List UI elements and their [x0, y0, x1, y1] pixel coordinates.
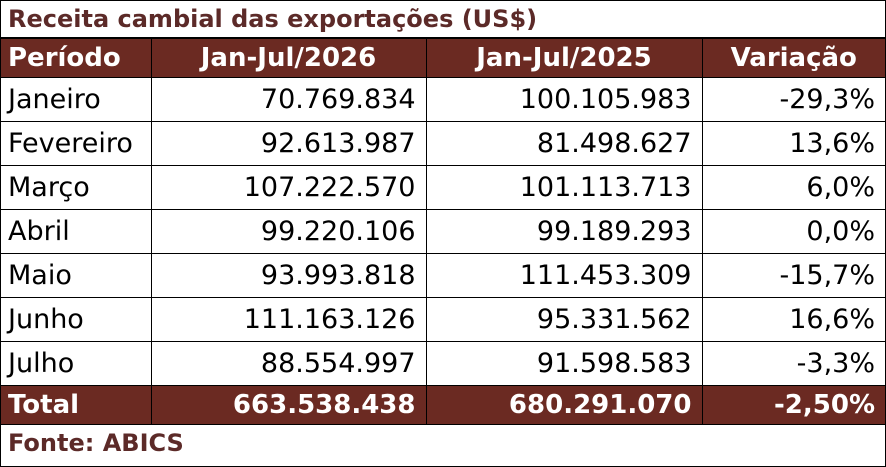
export-revenue-table: Período Jan-Jul/2026 Jan-Jul/2025 Variaç…: [1, 38, 885, 425]
table-title: Receita cambial das exportações (US$): [1, 1, 885, 38]
table-row: Maio 93.993.818 111.453.309 -15,7%: [1, 253, 885, 298]
table-body: Janeiro 70.769.834 100.105.983 -29,3% Fe…: [1, 77, 885, 386]
cell-period: Maio: [1, 253, 152, 298]
table-row: Julho 88.554.997 91.598.583 -3,3%: [1, 341, 885, 386]
cell-2026: 70.769.834: [150, 77, 427, 122]
source-note: Fonte: ABICS: [8, 429, 184, 457]
cell-variation: 13,6%: [701, 121, 885, 166]
cell-period: Março: [1, 165, 152, 210]
table-footer: Total 663.538.438 680.291.070 -2,50%: [1, 385, 885, 425]
table-row: Junho 111.163.126 95.331.562 16,6%: [1, 297, 885, 342]
total-label: Total: [1, 385, 152, 425]
cell-variation: 16,6%: [701, 297, 885, 342]
cell-2025: 101.113.713: [425, 165, 703, 210]
cell-2026: 99.220.106: [150, 209, 427, 254]
total-2025: 680.291.070: [425, 385, 703, 425]
header-2026: Jan-Jul/2026: [150, 38, 427, 78]
header-2025: Jan-Jul/2025: [425, 38, 703, 78]
cell-2026: 111.163.126: [150, 297, 427, 342]
cell-period: Junho: [1, 297, 152, 342]
cell-2025: 95.331.562: [425, 297, 703, 342]
total-row: Total 663.538.438 680.291.070 -2,50%: [1, 385, 885, 425]
cell-2026: 88.554.997: [150, 341, 427, 386]
header-variation: Variação: [701, 38, 885, 78]
cell-variation: -15,7%: [701, 253, 885, 298]
cell-2025: 99.189.293: [425, 209, 703, 254]
table-header: Período Jan-Jul/2026 Jan-Jul/2025 Variaç…: [1, 38, 885, 78]
cell-2025: 100.105.983: [425, 77, 703, 122]
cell-period: Abril: [1, 209, 152, 254]
total-variation: -2,50%: [701, 385, 885, 425]
cell-variation: 0,0%: [701, 209, 885, 254]
header-row: Período Jan-Jul/2026 Jan-Jul/2025 Variaç…: [1, 38, 885, 78]
cell-period: Julho: [1, 341, 152, 386]
table-row: Abril 99.220.106 99.189.293 0,0%: [1, 209, 885, 254]
cell-variation: -29,3%: [701, 77, 885, 122]
total-2026: 663.538.438: [150, 385, 427, 425]
cell-2025: 91.598.583: [425, 341, 703, 386]
cell-2025: 111.453.309: [425, 253, 703, 298]
table-row: Março 107.222.570 101.113.713 6,0%: [1, 165, 885, 210]
cell-2026: 93.993.818: [150, 253, 427, 298]
table-row: Janeiro 70.769.834 100.105.983 -29,3%: [1, 77, 885, 122]
cell-period: Janeiro: [1, 77, 152, 122]
cell-2026: 107.222.570: [150, 165, 427, 210]
header-period: Período: [1, 38, 152, 78]
cell-variation: 6,0%: [701, 165, 885, 210]
cell-2025: 81.498.627: [425, 121, 703, 166]
table-row: Fevereiro 92.613.987 81.498.627 13,6%: [1, 121, 885, 166]
cell-variation: -3,3%: [701, 341, 885, 386]
cell-period: Fevereiro: [1, 121, 152, 166]
cell-2026: 92.613.987: [150, 121, 427, 166]
